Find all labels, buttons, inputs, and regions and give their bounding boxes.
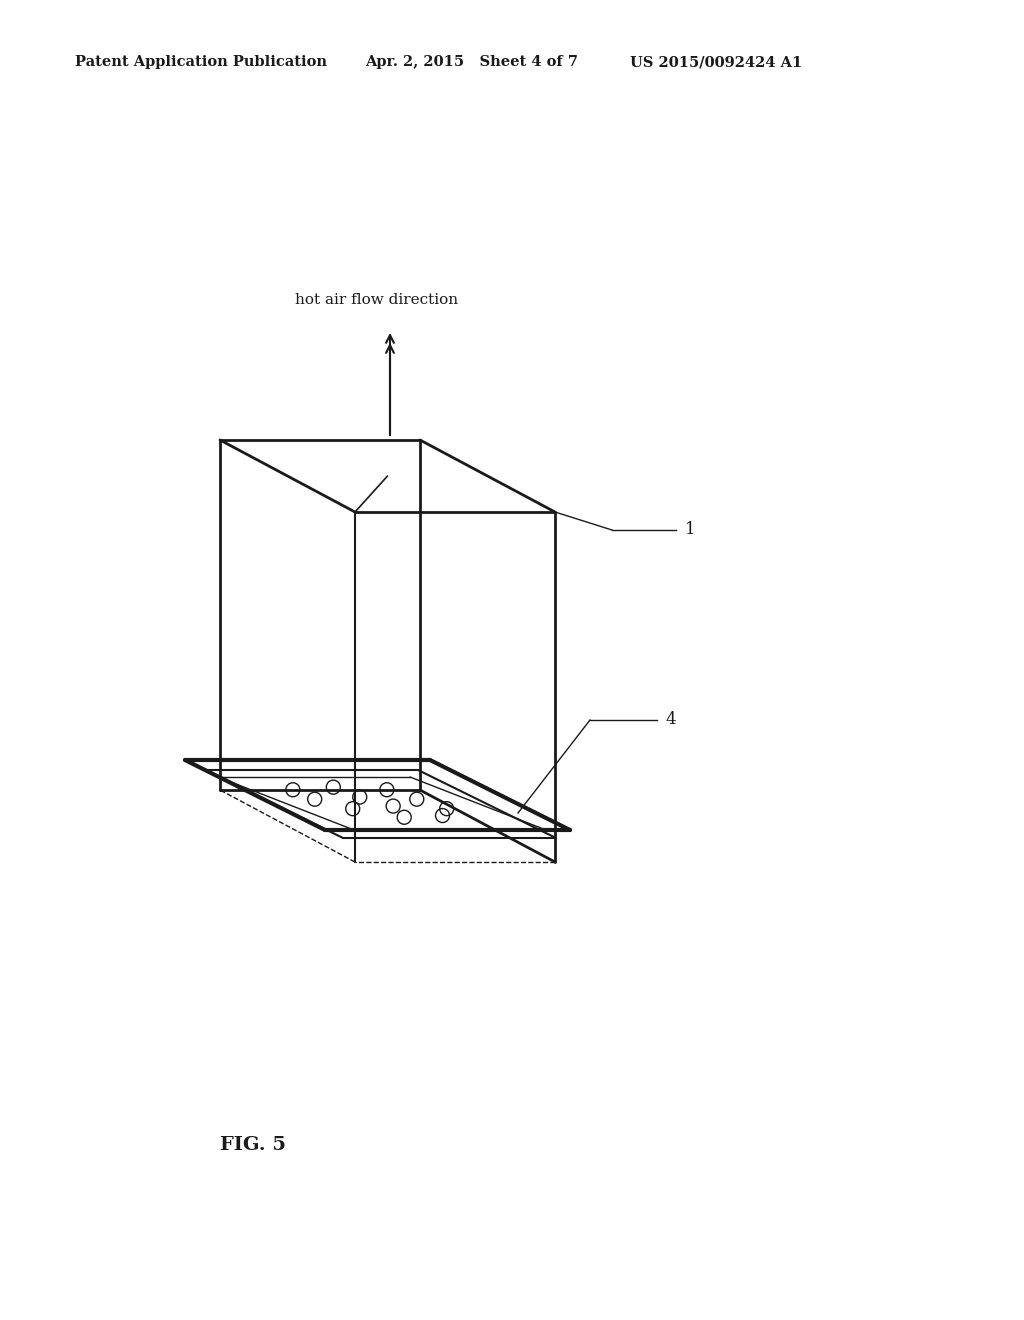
Text: FIG. 5: FIG. 5 [220,1137,286,1154]
Text: 4: 4 [665,711,676,729]
Text: hot air flow direction: hot air flow direction [295,293,458,308]
Text: 1: 1 [685,521,695,539]
Text: Apr. 2, 2015   Sheet 4 of 7: Apr. 2, 2015 Sheet 4 of 7 [365,55,578,69]
Text: US 2015/0092424 A1: US 2015/0092424 A1 [630,55,802,69]
Text: Patent Application Publication: Patent Application Publication [75,55,327,69]
